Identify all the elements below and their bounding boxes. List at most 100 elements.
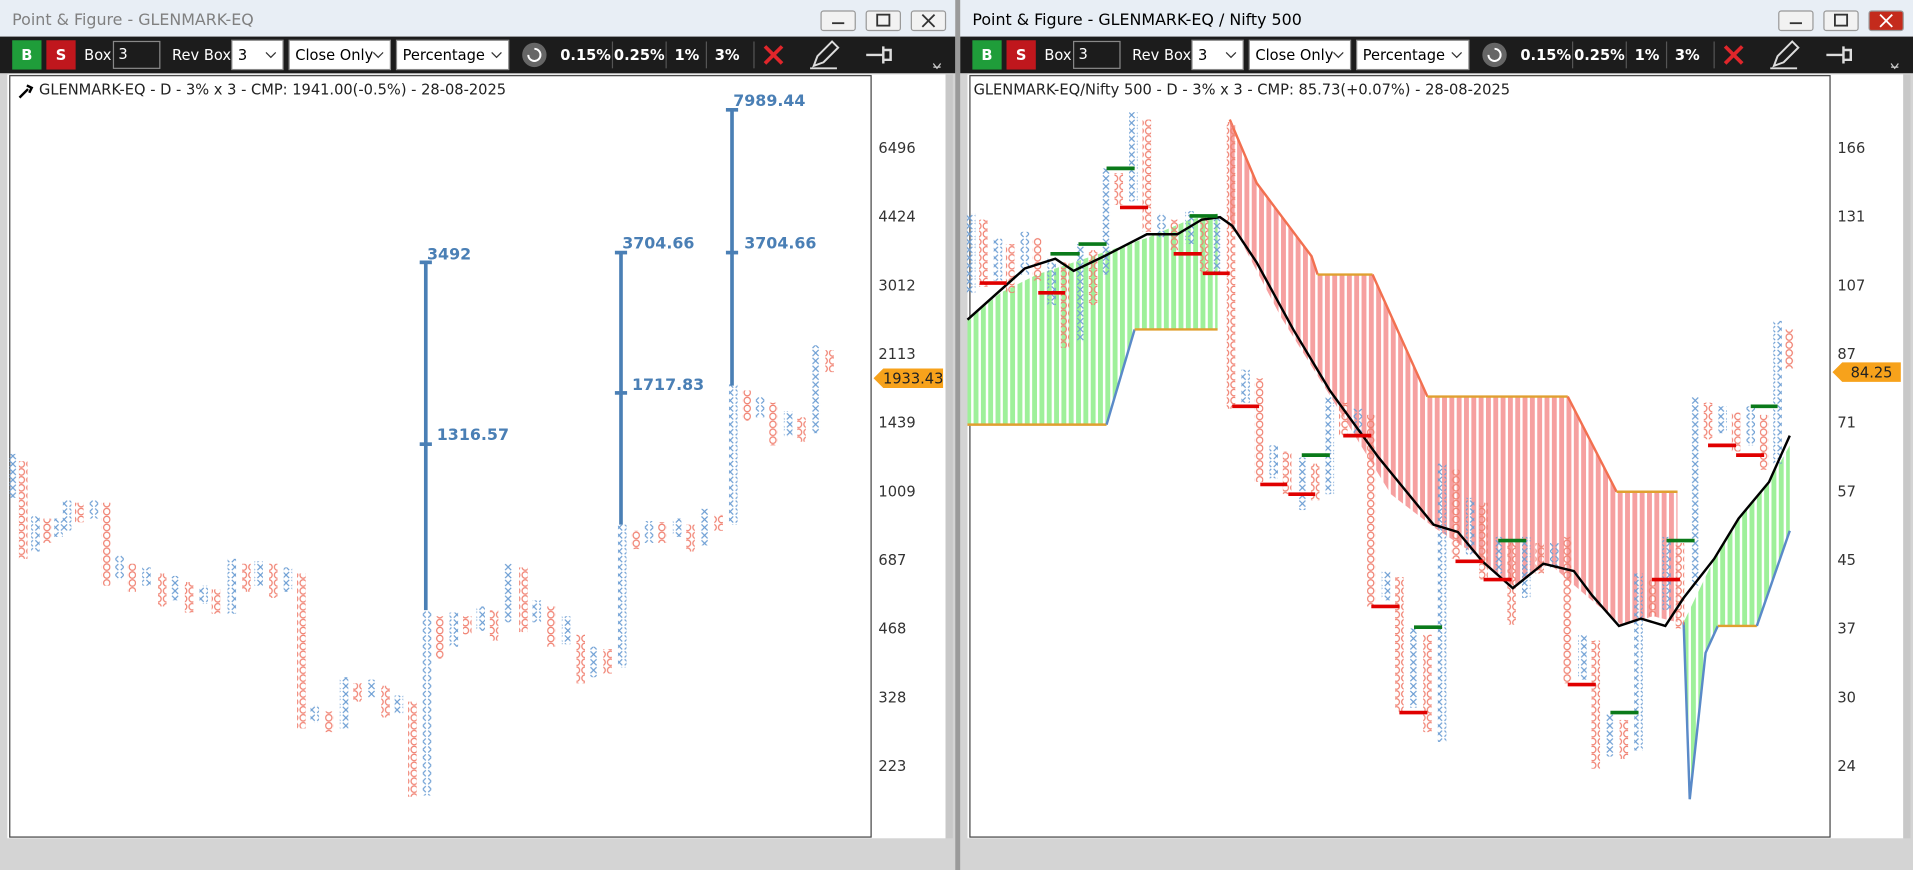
o-column bbox=[1731, 412, 1741, 452]
refresh-button[interactable] bbox=[522, 42, 547, 68]
box-label: Box bbox=[1044, 47, 1072, 64]
x-column bbox=[115, 555, 124, 580]
x-column bbox=[142, 567, 151, 586]
dropdown-arrow bbox=[1451, 52, 1463, 59]
plot-border bbox=[969, 75, 1831, 838]
button-face bbox=[46, 40, 76, 70]
x-column bbox=[1521, 536, 1531, 598]
buy-button[interactable]: B bbox=[972, 40, 1002, 70]
x-column bbox=[476, 606, 485, 631]
x-column bbox=[1437, 463, 1447, 742]
x-column bbox=[1493, 536, 1503, 574]
dropdown-arrow bbox=[1333, 52, 1344, 59]
axis-label: 687 bbox=[878, 552, 906, 569]
refresh-button[interactable] bbox=[1482, 42, 1507, 68]
o-column bbox=[353, 683, 362, 702]
scale-select[interactable]: Percentage bbox=[395, 39, 510, 71]
x-column bbox=[993, 237, 1003, 281]
bullish-zone bbox=[967, 213, 1218, 425]
dropdown-arrow bbox=[1225, 52, 1237, 59]
o-column bbox=[658, 522, 667, 543]
preset-button[interactable]: 0.15% bbox=[560, 47, 611, 64]
x-column bbox=[199, 585, 209, 604]
box-label: Box bbox=[84, 47, 112, 64]
target-label: 1316.57 bbox=[437, 425, 509, 444]
maximize-button[interactable] bbox=[865, 10, 901, 32]
axis-label: 30 bbox=[1837, 689, 1856, 706]
x-column bbox=[1297, 457, 1307, 511]
x-column bbox=[1102, 168, 1111, 275]
rev-box-select[interactable]: 3 bbox=[1191, 39, 1244, 71]
x-column bbox=[1269, 445, 1278, 479]
maximize-button[interactable] bbox=[1823, 10, 1859, 32]
dropdown-arrow bbox=[491, 52, 502, 59]
rev-box-select[interactable]: 3 bbox=[231, 39, 284, 71]
x-column bbox=[728, 384, 738, 525]
o-column bbox=[1619, 719, 1629, 759]
axis-label: 57 bbox=[1837, 483, 1856, 500]
preset-button[interactable]: 0.25% bbox=[1574, 47, 1625, 64]
o-column bbox=[1199, 217, 1209, 275]
plot: 7989.44 3704.66 3704.66 1717.83 3492 1316.57 bbox=[7, 91, 834, 797]
overflow-icon bbox=[932, 63, 942, 70]
o-column bbox=[1785, 329, 1795, 369]
preset-button[interactable]: 3% bbox=[1675, 47, 1700, 64]
x-column bbox=[532, 600, 542, 623]
o-column bbox=[1703, 402, 1713, 440]
select-face bbox=[1248, 39, 1352, 71]
x-column bbox=[561, 616, 571, 645]
x-column bbox=[1325, 396, 1335, 495]
preset-button[interactable]: 3% bbox=[715, 47, 740, 64]
o-column bbox=[184, 582, 194, 613]
close-button[interactable] bbox=[1868, 10, 1904, 32]
x-column bbox=[1550, 542, 1559, 568]
close-button[interactable] bbox=[910, 10, 947, 32]
x-column bbox=[1213, 217, 1222, 275]
preset-button[interactable]: 1% bbox=[1635, 47, 1660, 64]
preset-button[interactable]: 1% bbox=[674, 47, 699, 64]
x-column bbox=[1409, 628, 1419, 708]
x-column bbox=[367, 679, 377, 698]
button-face bbox=[865, 10, 901, 32]
pin-button[interactable] bbox=[866, 46, 892, 64]
axis-label: 71 bbox=[1837, 415, 1856, 432]
resistance-line bbox=[1228, 119, 1319, 275]
x-column bbox=[589, 646, 599, 678]
chart-header: GLENMARK-EQ/Nifty 500 - D - 3% x 3 - CMP… bbox=[974, 81, 1511, 98]
sell-button[interactable]: S bbox=[1006, 40, 1036, 70]
o-column bbox=[434, 616, 444, 659]
delete-button[interactable] bbox=[1723, 45, 1744, 65]
preset-button[interactable]: 0.15% bbox=[1520, 47, 1571, 64]
preset-button[interactable]: 0.25% bbox=[614, 47, 665, 64]
pin-button[interactable] bbox=[1826, 46, 1852, 64]
x-column bbox=[1129, 112, 1138, 202]
scale-select[interactable]: Percentage bbox=[1356, 39, 1470, 71]
o-column bbox=[101, 502, 111, 586]
x-column bbox=[1465, 497, 1475, 556]
sell-button[interactable]: S bbox=[46, 40, 76, 70]
x-column bbox=[1353, 408, 1363, 434]
edit-button[interactable] bbox=[810, 40, 840, 70]
method-select[interactable]: Close Only bbox=[288, 39, 392, 71]
o-column bbox=[797, 417, 806, 442]
minimize-button[interactable] bbox=[820, 10, 856, 32]
axis-label: 223 bbox=[878, 758, 906, 775]
o-column bbox=[1060, 262, 1070, 348]
resistance-line bbox=[1371, 274, 1429, 398]
window: Point & Figure - GLENMARK-EQ B S Box 3 Rev Bo… bbox=[0, 0, 956, 870]
o-column bbox=[1591, 640, 1601, 769]
x-column bbox=[62, 500, 72, 531]
method-select[interactable]: Close Only bbox=[1248, 39, 1352, 71]
edit-button[interactable] bbox=[1770, 40, 1800, 70]
o-column bbox=[686, 524, 695, 552]
x-column bbox=[7, 453, 17, 498]
x-column bbox=[422, 610, 432, 796]
minimize-button[interactable] bbox=[1778, 10, 1814, 32]
o-column bbox=[1647, 579, 1657, 617]
box-input[interactable] bbox=[1073, 40, 1121, 69]
o-column bbox=[1338, 402, 1348, 437]
o-column bbox=[242, 563, 251, 592]
delete-button[interactable] bbox=[763, 45, 784, 65]
box-input[interactable] bbox=[112, 40, 161, 69]
buy-button[interactable]: B bbox=[12, 40, 42, 70]
